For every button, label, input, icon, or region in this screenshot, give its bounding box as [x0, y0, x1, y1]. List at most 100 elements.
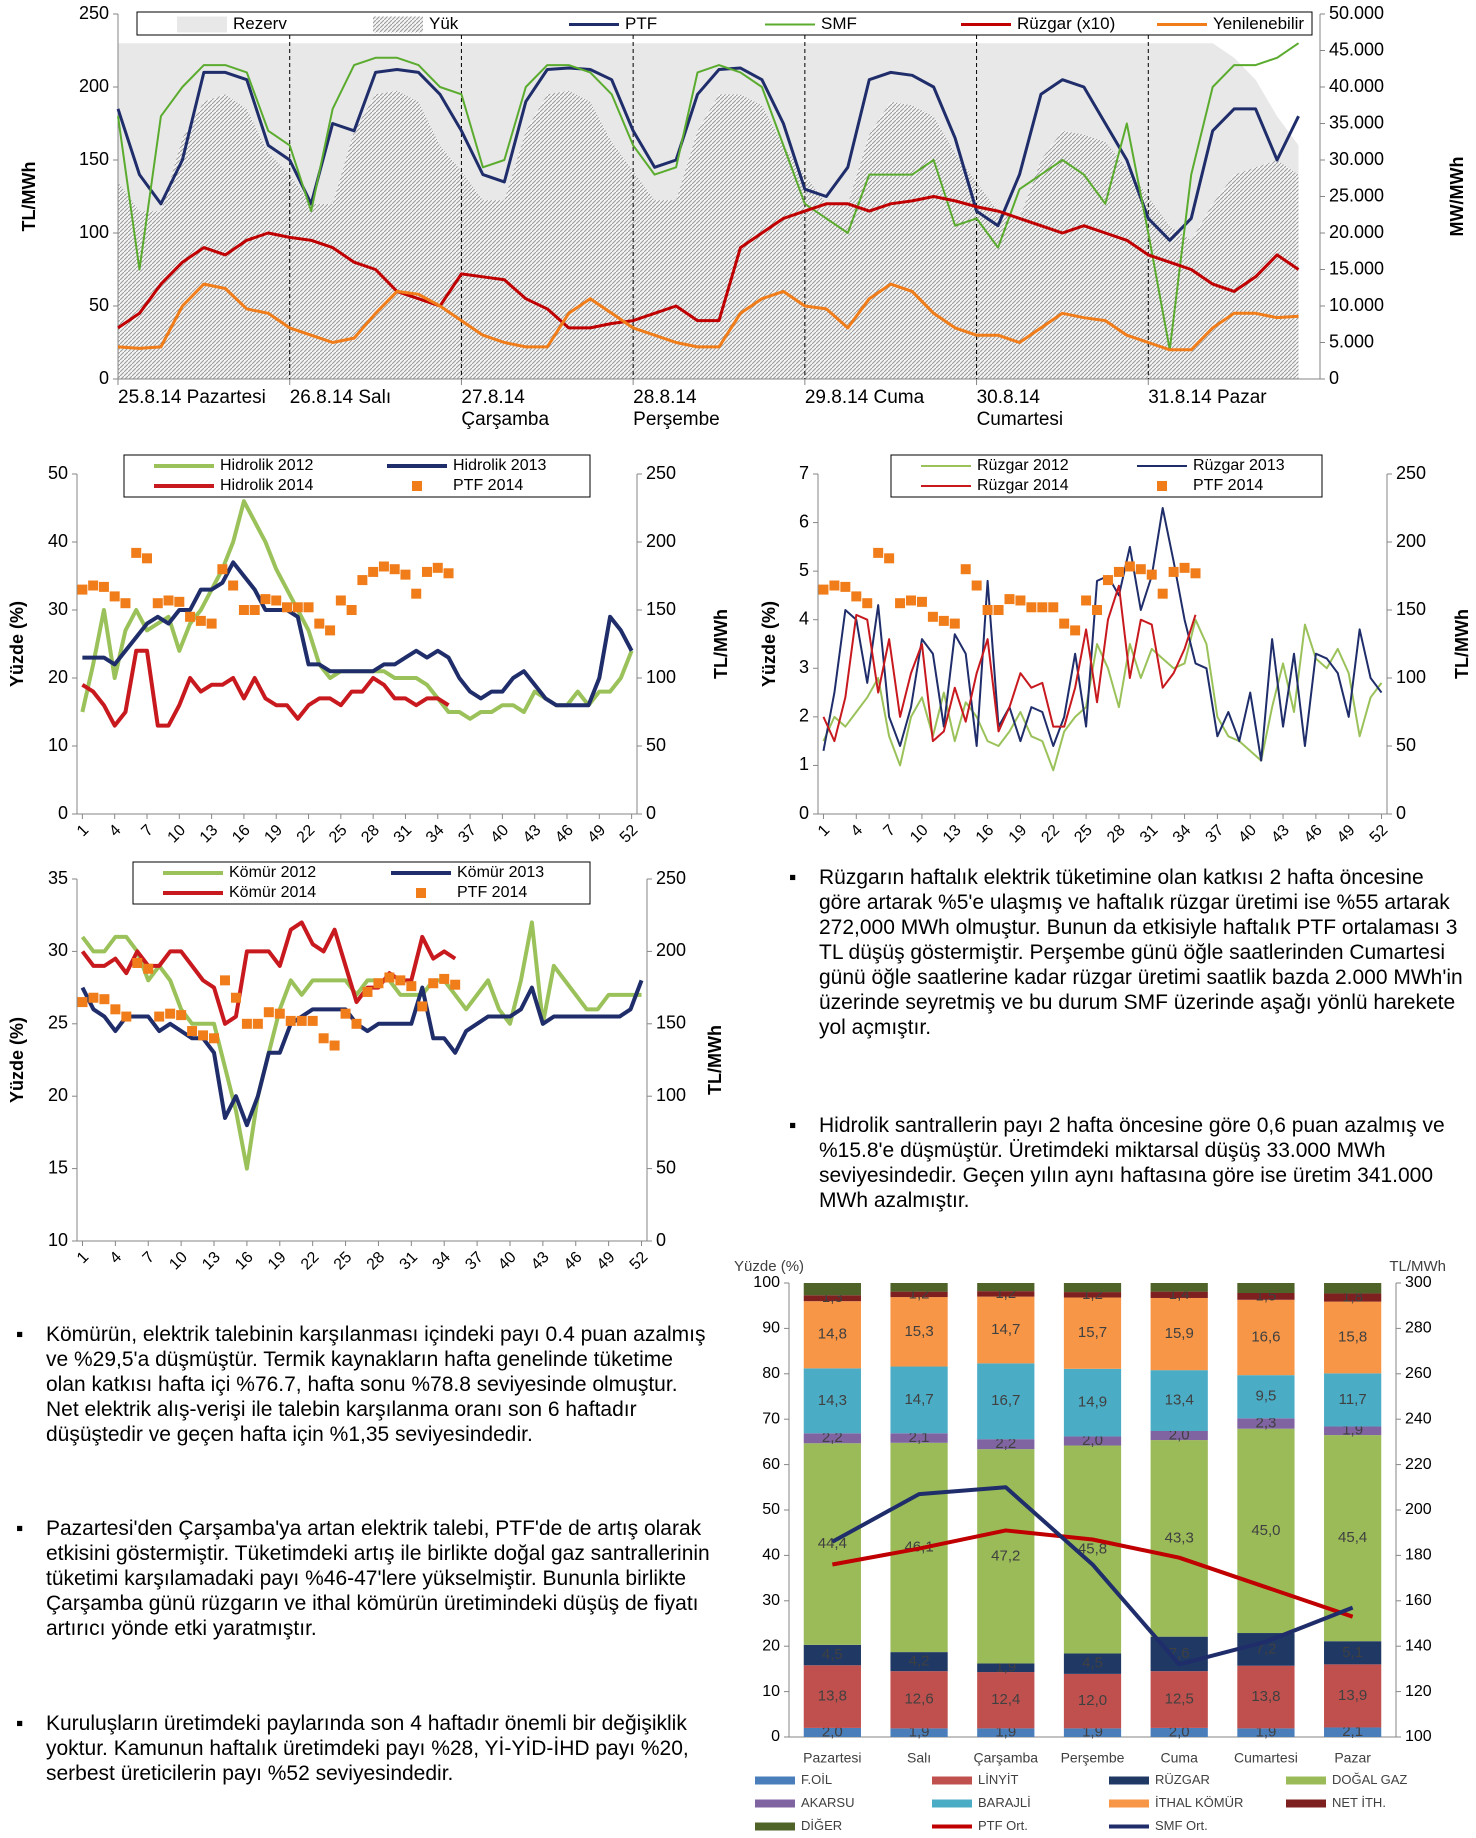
- bar-segment: [1237, 1299, 1295, 1376]
- legend-swatch: [1109, 1776, 1149, 1785]
- marker: [949, 618, 960, 629]
- y2-tick-label: 150: [656, 1013, 686, 1033]
- marker: [1157, 588, 1168, 599]
- x-tick-label: 7: [140, 1249, 158, 1267]
- marker: [325, 625, 336, 636]
- marker: [395, 975, 406, 986]
- x-tick-label: 22: [294, 822, 319, 847]
- y-tick-label: 0: [58, 803, 68, 823]
- y2-axis-title: MW/MWh: [1447, 157, 1467, 237]
- y2-tick-label: 200: [1405, 1501, 1432, 1518]
- marker: [1190, 568, 1201, 579]
- bar-segment: [977, 1439, 1035, 1450]
- y-tick-label: 250: [79, 3, 109, 23]
- bar-segment: [803, 1665, 861, 1728]
- legend-label: İTHAL KÖMÜR: [1155, 1795, 1243, 1810]
- bar-segment: [890, 1291, 948, 1298]
- bar-value-label: 16,7: [991, 1392, 1020, 1409]
- bar-segment: [1150, 1370, 1208, 1432]
- x-tick-label: 46: [552, 822, 577, 847]
- marker: [862, 598, 873, 609]
- legend-label: Kömür 2013: [457, 864, 544, 881]
- y-tick-label: 70: [762, 1410, 780, 1427]
- y-tick-label: 30: [48, 940, 68, 960]
- marker: [422, 566, 432, 577]
- marker: [217, 564, 228, 575]
- bar-value-label: 2,2: [822, 1429, 843, 1446]
- bar-value-label: 14,9: [1078, 1394, 1107, 1411]
- x-tick-label: 37: [1203, 822, 1228, 847]
- bar-value-label: 2,3: [1255, 1414, 1276, 1431]
- legend-box: [890, 454, 1323, 498]
- x-tick-label: 7: [138, 822, 156, 840]
- marker: [238, 605, 249, 615]
- marker: [187, 1026, 198, 1037]
- bar-segment: [1150, 1283, 1208, 1292]
- bar-value-label: 13,9: [1338, 1687, 1367, 1704]
- bar-segment: [890, 1671, 948, 1729]
- x-tick-label: 29.8.14 Cuma: [804, 387, 925, 408]
- marker: [185, 611, 196, 622]
- marker: [195, 615, 206, 626]
- y2-tick-label: 240: [1405, 1410, 1432, 1427]
- marker: [362, 986, 373, 997]
- marker: [285, 1015, 296, 1026]
- bar-segment: [1237, 1633, 1295, 1666]
- marker: [373, 978, 384, 989]
- x-tick-label: 4: [848, 822, 866, 840]
- marker: [121, 1011, 132, 1022]
- y-axis-title: Yüzde (%): [734, 1258, 804, 1275]
- bar-value-label: 12,5: [1165, 1691, 1194, 1708]
- y-tick-label: 20: [48, 1085, 68, 1105]
- y-tick-label: 50: [89, 295, 109, 315]
- bar-segment: [1237, 1418, 1295, 1429]
- legend-label: Hidrolik 2014: [220, 477, 313, 494]
- marker: [176, 1010, 187, 1021]
- bar-segment: [1237, 1665, 1295, 1729]
- y2-tick-label: 35.000: [1329, 112, 1384, 132]
- marker: [384, 972, 395, 983]
- bar-value-label: 11,7: [1339, 1391, 1367, 1408]
- marker: [411, 588, 422, 599]
- marker: [152, 598, 163, 609]
- x-tick-label: 10: [165, 822, 190, 847]
- x-tick-label: 7: [881, 822, 899, 840]
- x-tick-label: 40: [488, 822, 513, 847]
- x-tick-label: 10: [907, 822, 932, 847]
- bar-segment: [1237, 1292, 1295, 1300]
- marker: [1059, 618, 1070, 629]
- bar-segment: [1237, 1728, 1295, 1737]
- line: [831, 1528, 1354, 1619]
- y-tick-label: 5: [799, 560, 809, 580]
- x-tick-label: 49: [594, 1249, 619, 1274]
- x-tick-label: 28: [358, 822, 383, 847]
- legend-swatch: [1286, 1776, 1326, 1785]
- marker: [335, 595, 346, 606]
- x-tick-label: Pazartesi: [803, 1750, 861, 1766]
- x-tick-label: 34: [423, 822, 448, 847]
- y2-tick-label: 45.000: [1329, 39, 1384, 59]
- bar-value-label: 14,8: [818, 1326, 847, 1343]
- marker: [927, 611, 938, 622]
- y-tick-label: 90: [762, 1320, 780, 1337]
- legend-swatch: [412, 481, 422, 491]
- bar-segment: [1063, 1283, 1122, 1293]
- legend-swatch: [932, 1776, 972, 1785]
- marker: [165, 1008, 176, 1019]
- marker: [77, 997, 88, 1008]
- x-tick-label: 28: [1104, 822, 1129, 847]
- x-tick-label: 22: [298, 1249, 323, 1274]
- bar-segment: [1150, 1727, 1208, 1737]
- y2-tick-label: 0: [656, 1230, 666, 1250]
- bar-value-label: 5,1: [1342, 1644, 1363, 1661]
- legend-box: [136, 11, 1313, 36]
- line: [117, 282, 1299, 352]
- y2-tick-label: 0: [1329, 368, 1339, 388]
- x-tick-label: 28.8.14 Perşembe: [633, 387, 720, 430]
- x-tick-label: Perşembe: [1061, 1750, 1125, 1766]
- marker: [1179, 562, 1190, 573]
- y2-tick-label: 250: [646, 463, 676, 483]
- y2-tick-label: 30.000: [1329, 149, 1384, 169]
- legend-label: PTF 2014: [453, 477, 523, 494]
